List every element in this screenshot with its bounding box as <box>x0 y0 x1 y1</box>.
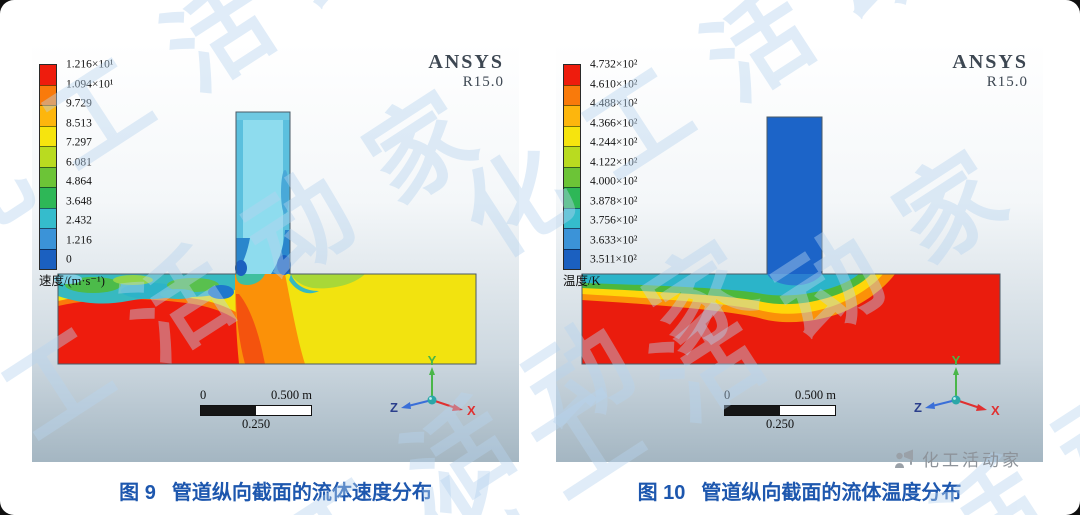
coordinate-triad: Y X Z <box>390 353 476 418</box>
scale-bar: 0 0.500 m 0.250 <box>724 388 836 432</box>
legend-color-segment <box>564 84 580 105</box>
figure-number: 图 10 <box>637 482 686 504</box>
axis-z-label: Z <box>390 400 398 415</box>
figure-caption: 图 9 管道纵向截面的流体速度分布 <box>32 476 519 505</box>
legend-tick-label: 1.216×10¹ <box>66 58 114 71</box>
legend-color-segment <box>564 228 580 249</box>
scale-end-label: 0.500 m <box>795 388 836 402</box>
legend-tick-label: 4.864 <box>66 175 92 188</box>
legend-color-segment <box>564 146 580 167</box>
legend-tick-label: 4.610×10² <box>590 77 638 90</box>
legend-tick-label: 3.648 <box>66 194 92 207</box>
legend-unit-label: 温度/K <box>563 274 601 288</box>
legend-color-segment <box>564 125 580 146</box>
legend-color-segment <box>40 228 56 249</box>
velocity-plot: ANSYS R15.0 1.216×10¹ 1.094×10¹ 9.729 8.513… <box>32 42 519 462</box>
legend-color-segment <box>564 187 580 208</box>
ansys-logo: ANSYS R15.0 <box>428 51 504 91</box>
figure-panel-velocity: ANSYS R15.0 1.216×10¹ 1.094×10¹ 9.729 8.513… <box>32 42 519 504</box>
legend-color-segment <box>40 65 56 85</box>
pipe-outline <box>57 111 477 365</box>
legend-tick-label: 1.216 <box>66 233 92 246</box>
legend-tick-label: 9.729 <box>66 97 92 110</box>
ansys-version-text: R15.0 <box>462 74 504 90</box>
legend-color-bar <box>39 64 57 270</box>
legend-tick-label: 2.432 <box>66 214 92 227</box>
figure-caption: 图 10 管道纵向截面的流体温度分布 <box>556 476 1043 505</box>
legend-tick-label: 4.244×10² <box>590 136 638 149</box>
legend-color-segment <box>564 248 580 269</box>
legend-tick-label: 6.081 <box>66 155 92 168</box>
scale-bar: 0 0.500 m 0.250 <box>200 388 312 432</box>
scale-start-label: 0 <box>200 388 207 402</box>
legend-color-segment <box>564 207 580 228</box>
legend-tick-label: 4.000×10² <box>590 175 638 188</box>
legend-color-segment <box>40 105 56 126</box>
axis-y-label: Y <box>428 353 437 368</box>
legend-color-bar <box>563 64 581 270</box>
branch-pipe-region <box>767 117 822 274</box>
legend-color-segment <box>40 84 56 105</box>
legend-tick-label: 4.366×10² <box>590 116 638 129</box>
legend-color-segment <box>564 65 580 85</box>
legend-tick-label: 3.511×10² <box>590 253 637 266</box>
legend-tick-label: 4.488×10² <box>590 97 638 110</box>
ansys-brand-text: ANSYS <box>428 51 504 73</box>
figure-number: 图 9 <box>119 482 156 504</box>
axis-y-label: Y <box>952 353 961 368</box>
axis-x-label: X <box>467 403 476 418</box>
temperature-plot: ANSYS R15.0 4.732×10² 4.610×10² 4.488×10² 4… <box>556 42 1043 462</box>
temperature-contour-plot <box>581 116 1001 365</box>
footer-brand: 化工活动家 <box>893 446 1022 471</box>
footer-brand-label: 化工活动家 <box>922 451 1022 470</box>
scale-mid-label: 0.250 <box>765 417 795 431</box>
legend-tick-label: 4.732×10² <box>590 58 638 71</box>
megaphone-person-icon <box>895 449 913 468</box>
axis-z-label: Z <box>914 400 922 415</box>
legend-unit-label: 速度/(m·s⁻¹) <box>39 274 105 288</box>
legend-tick-label: 1.094×10¹ <box>66 77 114 90</box>
scale-mid-label: 0.250 <box>241 417 271 431</box>
legend-color-segment <box>40 166 56 187</box>
legend-tick-label: 4.122×10² <box>590 155 638 168</box>
legend-tick-label: 8.513 <box>66 116 92 129</box>
legend-color-segment <box>40 125 56 146</box>
ansys-brand-text: ANSYS <box>952 51 1028 73</box>
velocity-contour-plot <box>54 111 477 365</box>
pipe-outline <box>581 116 1001 365</box>
triad-origin-sphere <box>427 395 437 405</box>
legend-color-segment <box>40 248 56 269</box>
legend-tick-label: 0 <box>66 253 72 266</box>
legend-tick-label: 3.878×10² <box>590 194 638 207</box>
axis-x-label: X <box>991 403 1000 418</box>
legend-color-segment <box>40 146 56 167</box>
scale-end-label: 0.500 m <box>271 388 312 402</box>
legend-color-segment <box>40 207 56 228</box>
scale-bar-graphic <box>724 405 836 416</box>
scale-bar-graphic <box>200 405 312 416</box>
scale-start-label: 0 <box>724 388 731 402</box>
legend-tick-label: 3.633×10² <box>590 233 638 246</box>
legend-color-segment <box>40 187 56 208</box>
high-velocity-region <box>58 299 269 364</box>
ansys-version-text: R15.0 <box>986 74 1028 90</box>
legend-tick-label: 7.297 <box>66 136 92 149</box>
legend-color-segment <box>564 105 580 126</box>
ansys-logo: ANSYS R15.0 <box>952 51 1028 91</box>
legend-tick-label: 3.756×10² <box>590 214 638 227</box>
figure-panel-temperature: ANSYS R15.0 4.732×10² 4.610×10² 4.488×10² 4… <box>556 42 1043 504</box>
triad-origin-sphere <box>951 395 961 405</box>
legend-color-segment <box>564 166 580 187</box>
coordinate-triad: Y X Z <box>914 353 1000 418</box>
figure-title: 管道纵向截面的流体速度分布 <box>171 482 432 504</box>
figure-title: 管道纵向截面的流体温度分布 <box>701 482 962 504</box>
